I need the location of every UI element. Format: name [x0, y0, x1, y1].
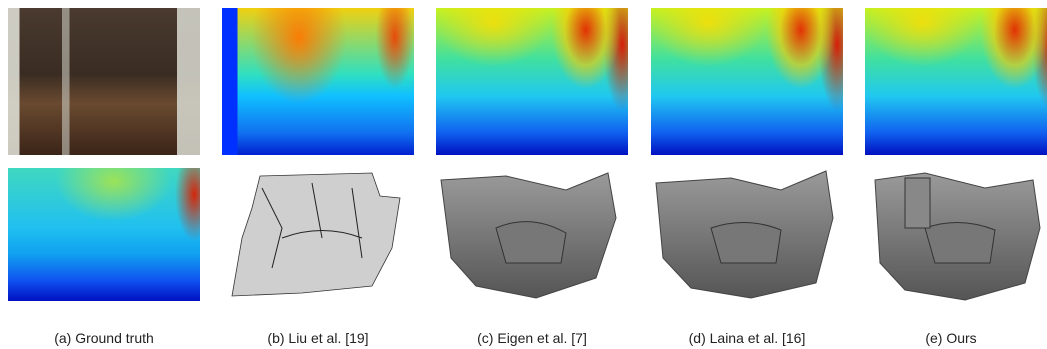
- depth-map: [8, 168, 200, 301]
- caption: (d) Laina et al. [16]: [651, 330, 843, 346]
- depth-map: [865, 8, 1047, 155]
- depth-map: [222, 8, 414, 155]
- depth-map: [651, 8, 843, 155]
- depth-map: [436, 8, 628, 155]
- caption: (a) Ground truth: [8, 330, 200, 346]
- mesh-render: [436, 168, 628, 301]
- mesh-render: [222, 168, 414, 301]
- caption: (e) Ours: [855, 330, 1047, 346]
- rgb-photo: [8, 8, 200, 155]
- caption: (b) Liu et al. [19]: [222, 330, 414, 346]
- mesh-render: [651, 168, 843, 301]
- mesh-render: [865, 168, 1047, 301]
- figure: (a) Ground truth (b) Liu et al. [19] (c)…: [0, 0, 1047, 349]
- caption: (c) Eigen et al. [7]: [436, 330, 628, 346]
